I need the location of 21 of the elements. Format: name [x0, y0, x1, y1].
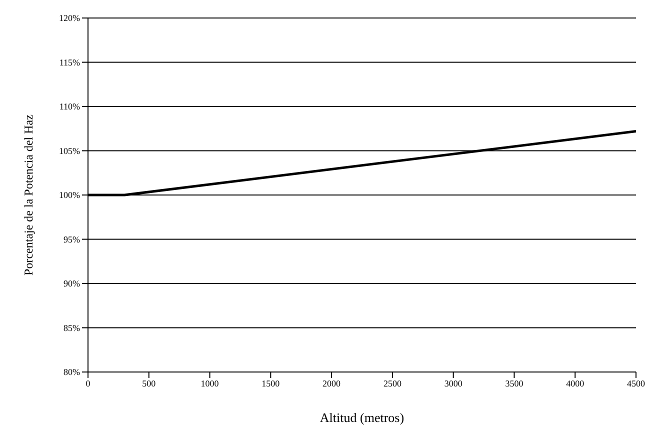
- x-tick-label: 3000: [444, 378, 463, 388]
- x-tick-label: 1500: [262, 378, 280, 388]
- y-tick-label: 110%: [59, 102, 80, 112]
- y-tick-label: 105%: [59, 146, 80, 156]
- y-tick-label: 90%: [64, 278, 80, 289]
- x-tick-label: 4500: [627, 378, 646, 388]
- y-tick-label: 120%: [59, 13, 80, 24]
- x-tick-label: 3500: [505, 378, 524, 388]
- y-tick-label: 100%: [59, 190, 80, 200]
- x-axis-title: Altitud (metros): [320, 410, 404, 425]
- x-tick-label: 0: [86, 378, 91, 388]
- y-tick-label: 95%: [64, 234, 80, 244]
- y-tick-label: 115%: [59, 57, 80, 68]
- x-tick-label: 2000: [322, 378, 342, 388]
- x-tick-label: 1000: [200, 378, 220, 388]
- x-tick-label: 2500: [383, 378, 402, 388]
- x-tick-label: 4000: [566, 378, 585, 388]
- x-tick-label: 500: [142, 378, 156, 388]
- y-axis-title: Porcentaje de la Potencia del Haz: [21, 114, 36, 276]
- y-tick-label: 85%: [64, 322, 80, 333]
- y-tick-label: 80%: [64, 367, 80, 378]
